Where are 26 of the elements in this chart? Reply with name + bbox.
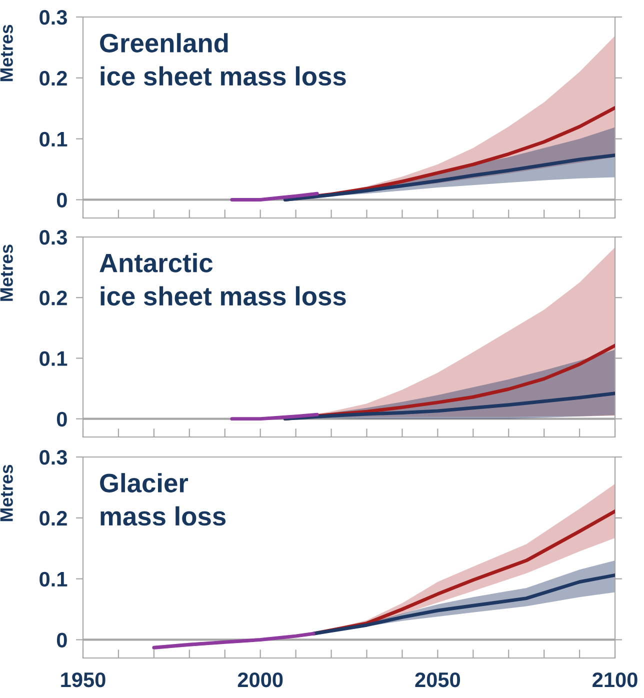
y-tick-label: 0.1	[40, 132, 68, 147]
y-axis-title: Metres	[0, 24, 13, 82]
y-tick-label: 0.1	[40, 351, 68, 366]
x-tick-label: 2100	[592, 672, 638, 688]
y-tick-label: 0.1	[40, 572, 68, 587]
line-series	[283, 154, 616, 202]
text: Greenland ice sheet mass loss	[100, 33, 346, 86]
y-tick-label: 0	[56, 192, 67, 208]
x-tick-label: 1950	[61, 672, 106, 688]
y-tick-label: 0.3	[40, 10, 67, 25]
y-tick-label: 0.3	[40, 230, 67, 245]
y-tick-label: 0	[56, 412, 67, 427]
y-tick-label: 0.3	[40, 450, 67, 465]
y-tick-label: 0.2	[40, 510, 67, 526]
y-axis-title: Metres	[0, 244, 13, 301]
x-tick-label: 2050	[415, 672, 460, 688]
text: Antarctic ice sheet mass loss	[100, 253, 346, 306]
line-series	[283, 392, 616, 421]
y-tick-label: 0	[56, 632, 67, 648]
y-axis-title: Metres	[0, 464, 13, 522]
line-series	[312, 573, 616, 636]
text: Glacier mass loss	[100, 473, 226, 526]
y-tick-label: 0.2	[40, 290, 67, 306]
y-tick-label: 0.2	[40, 70, 67, 86]
line-series	[230, 192, 319, 202]
x-tick-label: 2000	[238, 672, 283, 688]
